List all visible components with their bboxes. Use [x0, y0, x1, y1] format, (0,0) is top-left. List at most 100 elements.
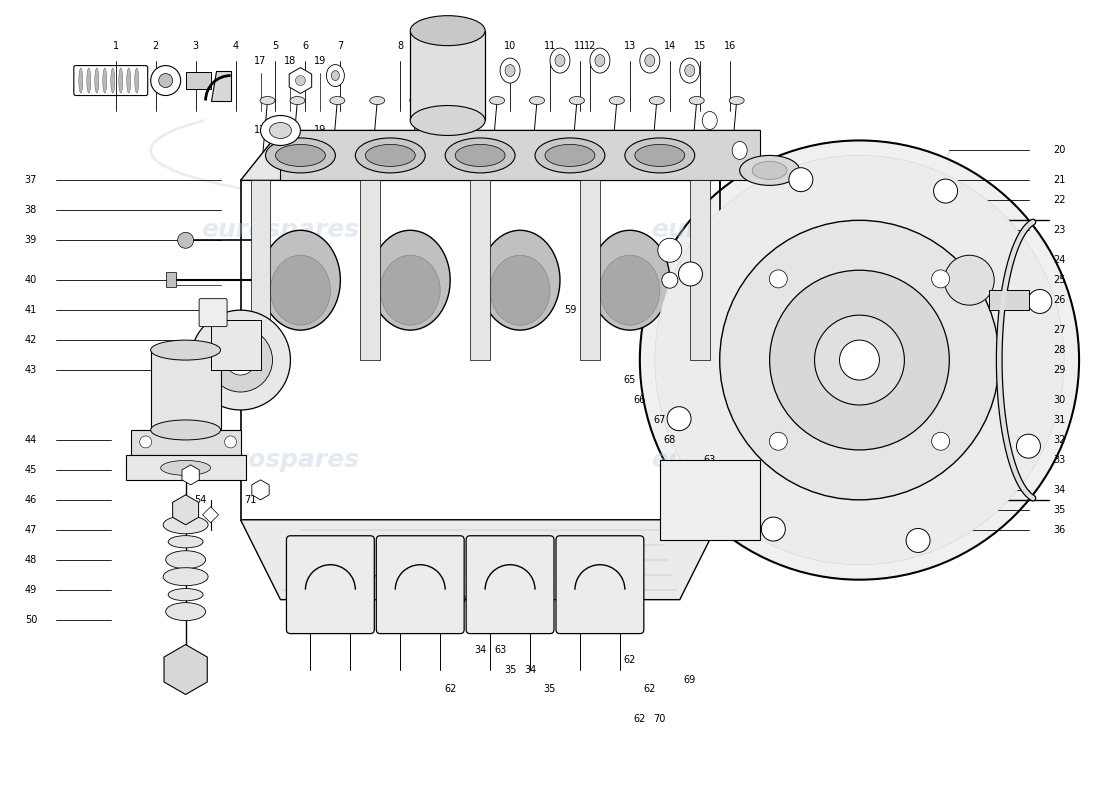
Ellipse shape	[625, 138, 695, 173]
Text: 60: 60	[454, 594, 466, 605]
Ellipse shape	[168, 536, 204, 548]
Polygon shape	[241, 180, 719, 520]
Ellipse shape	[151, 340, 221, 360]
Text: 17: 17	[254, 126, 266, 135]
Circle shape	[1027, 290, 1052, 314]
Text: 20: 20	[1053, 146, 1065, 155]
Text: 70: 70	[653, 714, 666, 725]
Ellipse shape	[330, 97, 345, 105]
Ellipse shape	[685, 65, 695, 77]
Circle shape	[770, 270, 949, 450]
Circle shape	[158, 74, 173, 87]
Text: 51: 51	[205, 335, 217, 345]
Bar	[210, 320, 261, 370]
Text: 16: 16	[724, 41, 736, 50]
Bar	[410, 30, 485, 121]
Text: 35: 35	[504, 665, 516, 674]
Ellipse shape	[590, 48, 609, 73]
Text: 39: 39	[25, 235, 37, 246]
Text: 55: 55	[394, 594, 407, 605]
Text: 12: 12	[584, 41, 596, 50]
Circle shape	[814, 315, 904, 405]
Ellipse shape	[261, 230, 340, 330]
Bar	[660, 460, 760, 540]
Circle shape	[221, 330, 241, 350]
Ellipse shape	[95, 68, 99, 93]
Ellipse shape	[102, 68, 107, 93]
Circle shape	[719, 220, 999, 500]
Ellipse shape	[595, 54, 605, 66]
Ellipse shape	[645, 54, 654, 66]
Text: 65: 65	[624, 375, 636, 385]
Ellipse shape	[327, 65, 344, 86]
Text: 18: 18	[284, 126, 297, 135]
Text: 35: 35	[1053, 505, 1065, 515]
Bar	[166, 272, 176, 287]
Text: 62: 62	[444, 685, 456, 694]
Ellipse shape	[550, 48, 570, 73]
Circle shape	[761, 517, 785, 541]
Text: 18: 18	[284, 55, 297, 66]
Ellipse shape	[126, 68, 131, 93]
Bar	[131, 430, 241, 455]
Circle shape	[932, 270, 949, 288]
Text: 38: 38	[25, 206, 37, 215]
Ellipse shape	[265, 138, 336, 173]
Text: 29: 29	[1053, 365, 1065, 375]
Text: 61: 61	[474, 574, 486, 585]
Text: 62: 62	[644, 685, 656, 694]
Text: 66: 66	[634, 395, 646, 405]
Text: 1: 1	[112, 41, 119, 50]
Polygon shape	[470, 180, 491, 360]
FancyBboxPatch shape	[199, 298, 227, 326]
Circle shape	[151, 66, 180, 95]
Text: 69: 69	[683, 674, 696, 685]
Polygon shape	[690, 180, 710, 360]
Ellipse shape	[111, 68, 114, 93]
Text: 11: 11	[543, 41, 557, 50]
Ellipse shape	[119, 68, 123, 93]
Ellipse shape	[733, 142, 747, 159]
Ellipse shape	[161, 460, 210, 475]
Ellipse shape	[163, 516, 208, 534]
Text: 35: 35	[543, 685, 557, 694]
Text: 26: 26	[1053, 295, 1065, 305]
Text: 56: 56	[414, 625, 427, 634]
Text: 68: 68	[663, 435, 675, 445]
Circle shape	[640, 141, 1079, 580]
Text: eurospares: eurospares	[650, 448, 808, 472]
Text: 52: 52	[214, 365, 227, 375]
Circle shape	[839, 340, 879, 380]
Text: 32: 32	[1053, 435, 1065, 445]
Ellipse shape	[500, 58, 520, 83]
Ellipse shape	[609, 97, 625, 105]
Ellipse shape	[370, 97, 385, 105]
Circle shape	[209, 328, 273, 392]
Ellipse shape	[87, 68, 91, 93]
Bar	[989, 290, 1030, 310]
Ellipse shape	[529, 97, 544, 105]
Ellipse shape	[168, 589, 204, 601]
Text: 42: 42	[24, 335, 37, 345]
Ellipse shape	[649, 97, 664, 105]
Text: 43: 43	[25, 365, 37, 375]
Text: 7: 7	[338, 41, 343, 50]
Text: 45: 45	[24, 465, 37, 475]
Ellipse shape	[729, 97, 745, 105]
Ellipse shape	[702, 111, 717, 130]
Text: 53: 53	[214, 385, 227, 395]
Ellipse shape	[556, 54, 565, 66]
Text: 5: 5	[273, 41, 278, 50]
Text: eurospares: eurospares	[201, 448, 360, 472]
Text: 46: 46	[25, 495, 37, 505]
Ellipse shape	[505, 65, 515, 77]
Text: 36: 36	[1053, 525, 1065, 534]
Text: 9: 9	[458, 41, 463, 50]
Ellipse shape	[570, 97, 584, 105]
Ellipse shape	[166, 550, 206, 569]
Text: 64: 64	[594, 594, 606, 605]
Text: 27: 27	[1053, 325, 1066, 335]
Ellipse shape	[752, 162, 788, 179]
Text: 59: 59	[564, 305, 576, 315]
Text: 15: 15	[694, 41, 706, 50]
